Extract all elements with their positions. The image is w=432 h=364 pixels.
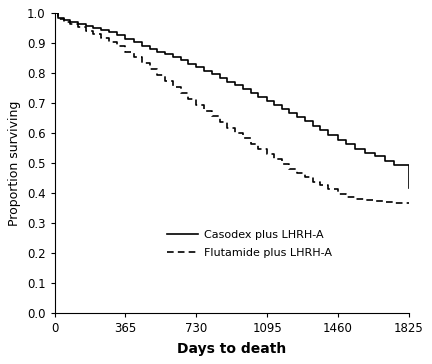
Flutamide plus LHRH-A [91,32,96,36]
Flutamide plus LHRH-A [318,183,323,188]
Flutamide plus LHRH-A [392,200,397,205]
Casodex plus LHRH-A [209,72,214,76]
Casodex plus LHRH-A [106,30,111,34]
Flutamide plus LHRH-A [155,72,160,77]
Flutamide plus LHRH-A [83,28,88,33]
Flutamide plus LHRH-A [56,17,61,21]
Casodex plus LHRH-A [271,102,276,107]
Casodex plus LHRH-A [162,52,168,56]
Casodex plus LHRH-A [264,99,270,103]
Casodex plus LHRH-A [83,24,88,28]
Casodex plus LHRH-A [52,11,57,16]
Casodex plus LHRH-A [372,154,378,159]
Casodex plus LHRH-A [123,37,128,41]
Flutamide plus LHRH-A [186,96,191,101]
Casodex plus LHRH-A [225,79,230,84]
Y-axis label: Proportion surviving: Proportion surviving [8,100,21,226]
Flutamide plus LHRH-A [406,201,411,206]
Casodex plus LHRH-A [326,132,331,137]
Casodex plus LHRH-A [186,62,191,66]
Line: Casodex plus LHRH-A: Casodex plus LHRH-A [54,13,409,189]
Casodex plus LHRH-A [147,47,152,51]
Flutamide plus LHRH-A [217,120,222,124]
Flutamide plus LHRH-A [343,195,348,199]
Casodex plus LHRH-A [131,40,137,44]
Flutamide plus LHRH-A [52,11,57,16]
Flutamide plus LHRH-A [139,60,144,65]
Casodex plus LHRH-A [295,114,300,119]
Casodex plus LHRH-A [178,58,183,63]
Flutamide plus LHRH-A [147,67,152,71]
Casodex plus LHRH-A [279,106,284,111]
Flutamide plus LHRH-A [335,191,340,196]
Casodex plus LHRH-A [335,138,340,142]
Casodex plus LHRH-A [217,76,222,80]
Casodex plus LHRH-A [256,94,261,99]
Flutamide plus LHRH-A [209,114,214,119]
Casodex plus LHRH-A [155,50,160,54]
Flutamide plus LHRH-A [170,84,175,89]
Casodex plus LHRH-A [232,83,238,87]
Casodex plus LHRH-A [310,123,315,128]
Casodex plus LHRH-A [114,33,119,37]
Flutamide plus LHRH-A [178,91,183,95]
Flutamide plus LHRH-A [67,22,73,27]
Flutamide plus LHRH-A [310,179,315,184]
Casodex plus LHRH-A [98,28,104,32]
Casodex plus LHRH-A [75,21,80,26]
Flutamide plus LHRH-A [131,55,137,60]
Flutamide plus LHRH-A [362,198,368,203]
X-axis label: Days to death: Days to death [177,342,286,356]
Flutamide plus LHRH-A [287,166,292,171]
Flutamide plus LHRH-A [256,146,261,151]
Flutamide plus LHRH-A [372,199,378,203]
Flutamide plus LHRH-A [382,200,387,204]
Casodex plus LHRH-A [362,150,368,155]
Casodex plus LHRH-A [406,186,411,191]
Casodex plus LHRH-A [91,25,96,30]
Flutamide plus LHRH-A [98,36,104,40]
Casodex plus LHRH-A [62,18,67,22]
Casodex plus LHRH-A [248,91,253,95]
Flutamide plus LHRH-A [106,40,111,44]
Flutamide plus LHRH-A [75,25,80,29]
Flutamide plus LHRH-A [162,79,168,83]
Flutamide plus LHRH-A [201,108,206,113]
Casodex plus LHRH-A [392,162,397,167]
Casodex plus LHRH-A [287,111,292,115]
Casodex plus LHRH-A [170,55,175,60]
Flutamide plus LHRH-A [232,131,238,135]
Casodex plus LHRH-A [139,43,144,48]
Flutamide plus LHRH-A [353,197,358,201]
Casodex plus LHRH-A [302,119,308,123]
Flutamide plus LHRH-A [271,157,276,161]
Flutamide plus LHRH-A [295,171,300,175]
Flutamide plus LHRH-A [194,102,199,107]
Flutamide plus LHRH-A [248,141,253,146]
Casodex plus LHRH-A [318,128,323,132]
Flutamide plus LHRH-A [225,126,230,130]
Casodex plus LHRH-A [201,69,206,73]
Flutamide plus LHRH-A [264,152,270,156]
Flutamide plus LHRH-A [114,44,119,48]
Casodex plus LHRH-A [382,158,387,163]
Casodex plus LHRH-A [240,87,245,91]
Flutamide plus LHRH-A [302,175,308,179]
Flutamide plus LHRH-A [62,20,67,24]
Casodex plus LHRH-A [343,142,348,147]
Casodex plus LHRH-A [56,16,61,20]
Legend: Casodex plus LHRH-A, Flutamide plus LHRH-A: Casodex plus LHRH-A, Flutamide plus LHRH… [162,226,336,262]
Flutamide plus LHRH-A [123,50,128,54]
Line: Flutamide plus LHRH-A: Flutamide plus LHRH-A [54,13,409,203]
Flutamide plus LHRH-A [240,136,245,141]
Casodex plus LHRH-A [67,20,73,24]
Casodex plus LHRH-A [353,146,358,151]
Flutamide plus LHRH-A [279,162,284,166]
Flutamide plus LHRH-A [326,187,331,191]
Casodex plus LHRH-A [194,65,199,70]
